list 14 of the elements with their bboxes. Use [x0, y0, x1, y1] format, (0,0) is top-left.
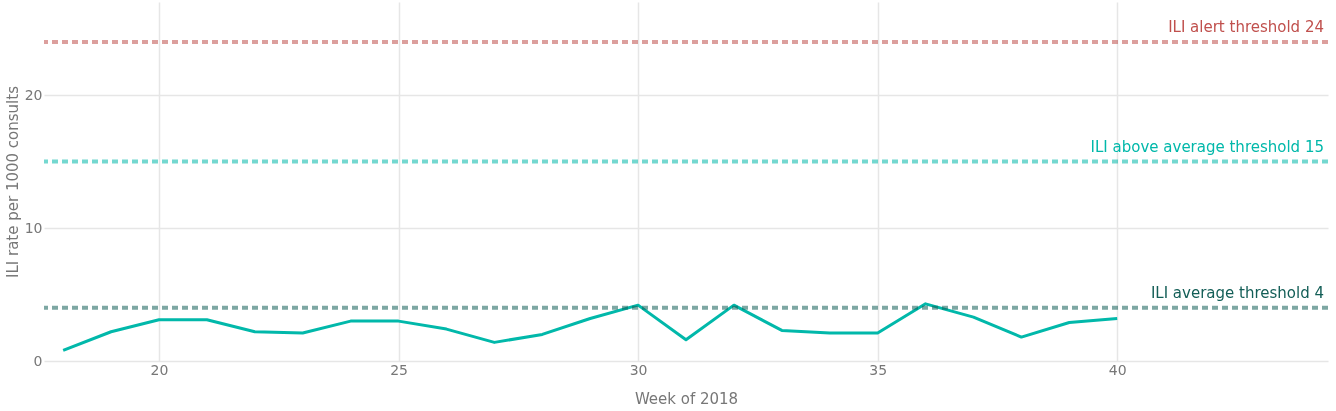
- ref-line-label: ILI average threshold 4: [1150, 283, 1324, 302]
- x-tick-label: 20: [150, 361, 169, 378]
- ref-line-label: ILI above average threshold 15: [1090, 137, 1324, 156]
- y-tick-label: 0: [33, 352, 43, 369]
- y-axis-title: ILI rate per 1000 consults: [3, 85, 22, 278]
- y-tick-label: 10: [24, 219, 43, 236]
- x-axis-title: Week of 2018: [634, 389, 739, 408]
- x-tick-label: 30: [629, 361, 648, 378]
- line-series: [61, 302, 1119, 352]
- x-tick-label: 25: [390, 361, 408, 378]
- x-tick-label: 35: [869, 361, 888, 378]
- ref-line-label: ILI alert threshold 24: [1168, 17, 1324, 36]
- y-tick-label: 20: [24, 86, 43, 103]
- x-tick-label: 40: [1108, 361, 1127, 378]
